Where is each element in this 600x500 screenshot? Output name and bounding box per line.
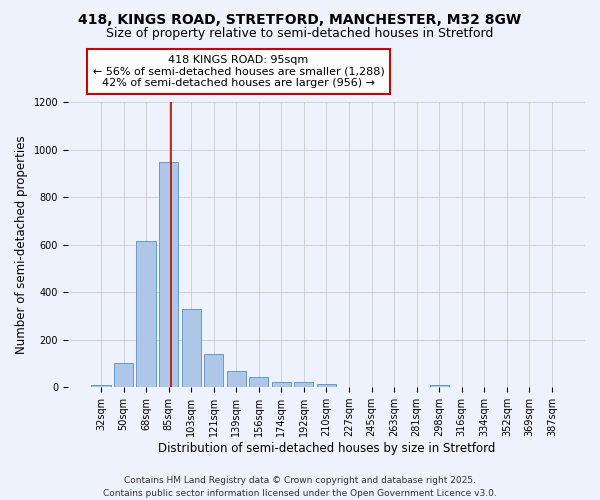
Bar <box>227 370 246 387</box>
Text: 418, KINGS ROAD, STRETFORD, MANCHESTER, M32 8GW: 418, KINGS ROAD, STRETFORD, MANCHESTER, … <box>79 12 521 26</box>
Bar <box>182 309 201 387</box>
Text: Contains HM Land Registry data © Crown copyright and database right 2025.
Contai: Contains HM Land Registry data © Crown c… <box>103 476 497 498</box>
Bar <box>114 364 133 387</box>
X-axis label: Distribution of semi-detached houses by size in Stretford: Distribution of semi-detached houses by … <box>158 442 495 455</box>
Text: Size of property relative to semi-detached houses in Stretford: Size of property relative to semi-detach… <box>106 28 494 40</box>
Bar <box>249 376 268 387</box>
Bar <box>159 162 178 387</box>
Bar <box>204 354 223 387</box>
Bar <box>136 242 155 387</box>
Bar <box>91 386 110 387</box>
Bar <box>295 382 313 387</box>
Bar <box>272 382 291 387</box>
Text: 418 KINGS ROAD: 95sqm
← 56% of semi-detached houses are smaller (1,288)
42% of s: 418 KINGS ROAD: 95sqm ← 56% of semi-deta… <box>92 55 385 88</box>
Bar <box>430 385 449 387</box>
Y-axis label: Number of semi-detached properties: Number of semi-detached properties <box>15 136 28 354</box>
Bar <box>317 384 336 387</box>
